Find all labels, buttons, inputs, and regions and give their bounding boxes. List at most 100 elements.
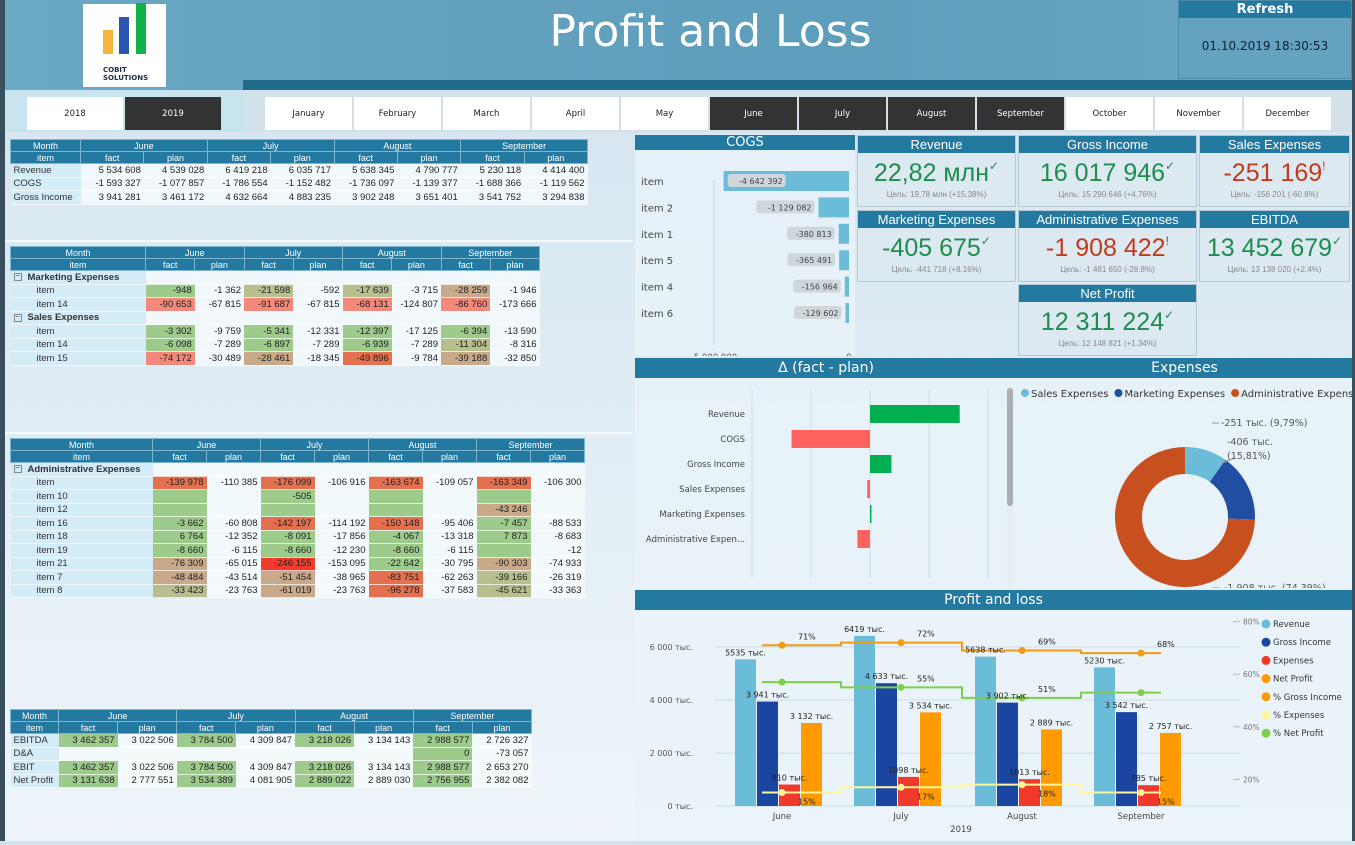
row-label-text: item — [36, 285, 55, 297]
opex-table: Month June July August September item fact plan… — [10, 246, 541, 366]
line-point[interactable] — [778, 789, 786, 797]
donut-slice[interactable] — [1115, 447, 1255, 587]
header-plan: plan — [314, 450, 369, 463]
kpi-goal: Цель: 15 290 646 (+4.76%) — [1058, 190, 1157, 199]
bar-revenue[interactable] — [735, 659, 756, 806]
check-icon: ✓ — [1164, 308, 1175, 322]
cogs-bar[interactable] — [845, 303, 849, 323]
line-point[interactable] — [1137, 789, 1145, 797]
header-fact: fact — [333, 151, 398, 164]
legend-label[interactable]: Sales Expenses — [1031, 389, 1108, 400]
header-fact: fact — [294, 721, 355, 734]
bar-net-profit[interactable] — [920, 712, 941, 806]
fact-cell: 3 462 357 — [58, 760, 118, 775]
table-row: item 14 -6 098 -7 289 -6 897 -7 289 -6 939 -7 … — [10, 338, 540, 352]
data-label: -380 813 — [796, 230, 832, 239]
line-point[interactable] — [1137, 649, 1145, 657]
month-button-november[interactable]: November — [1155, 97, 1243, 130]
fact-cell: -505 — [260, 489, 315, 504]
bar-net-profit[interactable] — [1041, 729, 1062, 806]
fact-cell — [476, 543, 531, 558]
refresh-button[interactable]: Refresh — [1179, 1, 1351, 18]
month-button-january[interactable]: January — [265, 97, 353, 130]
month-button-july[interactable]: July — [799, 97, 887, 130]
row-label[interactable]: − Administrative Expenses — [10, 462, 153, 477]
category-label: Sales Expenses — [679, 485, 745, 495]
month-button-august[interactable]: August — [888, 97, 976, 130]
legend-label[interactable]: % Gross Income — [1273, 693, 1342, 703]
collapse-icon[interactable]: − — [13, 273, 22, 282]
delta-bar[interactable] — [870, 405, 960, 423]
month-button-december[interactable]: December — [1244, 97, 1332, 130]
delta-bar[interactable] — [857, 530, 870, 548]
year-button-2019[interactable]: 2019 — [125, 97, 222, 130]
bar-net-profit[interactable] — [1160, 732, 1181, 806]
y-tick-label: 0 тыс. — [667, 802, 693, 811]
check-icon: ✓ — [989, 159, 1000, 173]
month-button-april[interactable]: April — [532, 97, 620, 130]
month-button-march[interactable]: March — [443, 97, 531, 130]
legend-label[interactable]: Revenue — [1273, 620, 1310, 630]
bar-gross-income[interactable] — [997, 702, 1018, 806]
row-label[interactable]: − Sales Expenses — [10, 311, 146, 325]
plan-cell — [206, 462, 261, 477]
collapse-icon[interactable]: − — [13, 313, 22, 322]
table-row: item 19 -8 660 -6 115 -8 660 -12 230 -8 660 -6… — [10, 543, 585, 558]
line-point[interactable] — [897, 639, 905, 647]
table-row: item -3 302 -9 759 -5 341 -12 331 -12 397 -17 … — [10, 324, 540, 339]
legend-label[interactable]: Marketing Expenses — [1124, 389, 1225, 400]
plan-cell: -12 352 — [206, 530, 261, 544]
bar-expenses[interactable] — [898, 776, 919, 806]
line-point[interactable] — [897, 683, 905, 691]
cogs-bar[interactable] — [844, 276, 849, 297]
bar-gross-income[interactable] — [876, 683, 897, 806]
plan-cell — [391, 311, 441, 325]
delta-bar[interactable] — [867, 480, 870, 498]
data-label: 5638 тыс. — [965, 646, 1006, 655]
legend-label[interactable]: Net Profit — [1273, 675, 1313, 685]
month-button-may[interactable]: May — [621, 97, 709, 130]
legend-label[interactable]: Gross Income — [1273, 638, 1331, 648]
year-button-2018[interactable]: 2018 — [27, 97, 124, 130]
month-button-october[interactable]: October — [1066, 97, 1154, 130]
delta-bar[interactable] — [791, 430, 870, 448]
data-label: -156 964 — [802, 283, 838, 292]
line-point[interactable] — [778, 641, 786, 649]
bar-revenue[interactable] — [854, 635, 875, 806]
scrollbar-thumb[interactable] — [1007, 388, 1013, 506]
header-item: item — [10, 258, 146, 271]
donut-slice[interactable] — [1209, 459, 1255, 520]
legend-label[interactable]: Administrative Expenses — [1241, 389, 1355, 400]
month-button-september[interactable]: September — [977, 97, 1065, 130]
bar-net-profit[interactable] — [801, 723, 822, 806]
line-point[interactable] — [1018, 647, 1026, 655]
line-point[interactable] — [778, 678, 786, 686]
line-point[interactable] — [1018, 781, 1026, 789]
legend-label[interactable]: % Expenses — [1273, 711, 1325, 721]
month-button-june[interactable]: June — [710, 97, 798, 130]
donut-slice[interactable] — [1185, 447, 1226, 482]
data-label: 3 534 тыс. — [909, 701, 952, 710]
line-point[interactable] — [1137, 689, 1145, 697]
delta-bar[interactable] — [870, 505, 872, 523]
bar-revenue[interactable] — [975, 656, 996, 806]
legend-label[interactable]: % Net Profit — [1273, 729, 1324, 739]
table-row: COGS -1 593 327 -1 077 857 -1 786 554 -1 152… — [10, 177, 588, 191]
legend-label[interactable]: Expenses — [1273, 656, 1314, 666]
delta-bar[interactable] — [870, 455, 892, 473]
plan-cell: -32 850 — [490, 351, 540, 366]
cogs-bar[interactable] — [818, 197, 849, 218]
bar-gross-income[interactable] — [1116, 712, 1137, 806]
bar-gross-income[interactable] — [757, 701, 778, 806]
line-point[interactable] — [897, 783, 905, 791]
bar-revenue[interactable] — [1094, 667, 1115, 806]
month-button-february[interactable]: February — [354, 97, 442, 130]
header-fact: fact — [260, 450, 315, 463]
cogs-bar[interactable] — [838, 223, 849, 244]
collapse-icon[interactable]: − — [13, 465, 22, 474]
plan-cell: -60 808 — [206, 516, 261, 531]
row-label[interactable]: − Marketing Expenses — [10, 270, 146, 285]
legend-marker — [1261, 655, 1271, 665]
cogs-bar[interactable] — [839, 250, 849, 271]
line-point[interactable] — [1018, 694, 1026, 702]
